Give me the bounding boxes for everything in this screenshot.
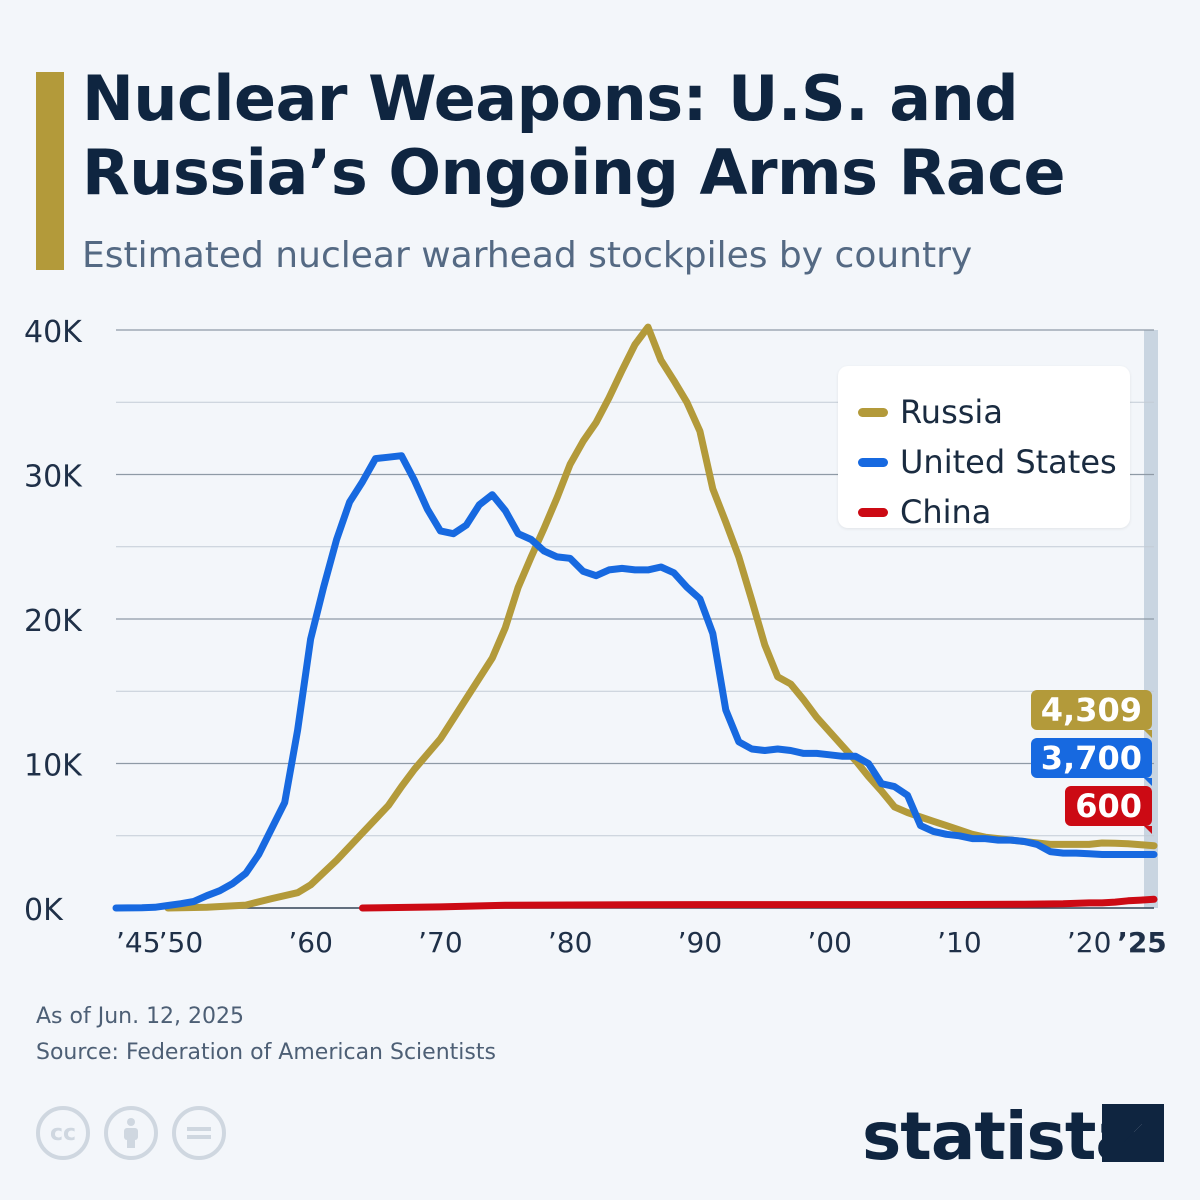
- end-label-china: 600: [1065, 786, 1152, 834]
- as-of-note: As of Jun. 12, 2025: [36, 1004, 245, 1029]
- x-tick-label: ’20: [1067, 926, 1112, 959]
- legend-swatch-china: [858, 507, 888, 517]
- legend-item-russia: Russia: [858, 392, 1003, 432]
- x-tick-label: ’80: [548, 926, 593, 959]
- y-tick-label: 40K: [24, 315, 83, 350]
- page-subtitle: Estimated nuclear warhead stockpiles by …: [82, 235, 973, 276]
- legend-label-china: China: [900, 493, 992, 531]
- legend-item-united-states: United States: [858, 442, 1117, 482]
- no-derivatives-icon: [172, 1106, 226, 1160]
- license-icons: cc: [36, 1106, 226, 1160]
- x-tick-label: ’50: [159, 926, 204, 959]
- x-tick-label: ’00: [807, 926, 852, 959]
- end-label-russia: 4,309: [1030, 690, 1153, 738]
- x-tick-label: ’60: [288, 926, 333, 959]
- title-accent-bar: [36, 72, 64, 270]
- series-line-united-states: [112, 452, 1158, 912]
- y-tick-label: 30K: [24, 460, 83, 495]
- statista-mark-icon: [1102, 1104, 1164, 1162]
- legend-item-china: China: [858, 492, 991, 532]
- page-title: Nuclear Weapons: U.S. and Russia’s Ongoi…: [82, 62, 1066, 209]
- legend-swatch-united-states: [858, 457, 888, 467]
- x-tick-label: ’10: [937, 926, 982, 959]
- series-line-china: [359, 895, 1158, 912]
- attribution-icon: [104, 1106, 158, 1160]
- x-tick-label: ’25: [1117, 926, 1167, 959]
- y-tick-label: 20K: [24, 604, 83, 639]
- statista-logo: statista: [862, 1098, 1140, 1175]
- y-tick-label: 0K: [24, 893, 64, 928]
- end-label-united-states: 3,700: [1030, 738, 1153, 786]
- y-tick-label: 10K: [24, 749, 83, 784]
- source-note: Source: Federation of American Scientist…: [36, 1040, 496, 1065]
- chart-legend: Russia United States China: [838, 366, 1130, 531]
- x-tick-label: ’70: [418, 926, 463, 959]
- x-tick-label: ’45: [116, 926, 161, 959]
- legend-label-russia: Russia: [900, 393, 1003, 431]
- legend-label-united-states: United States: [900, 443, 1117, 481]
- cc-icon: cc: [36, 1106, 90, 1160]
- legend-swatch-russia: [858, 407, 888, 417]
- x-tick-label: ’90: [678, 926, 723, 959]
